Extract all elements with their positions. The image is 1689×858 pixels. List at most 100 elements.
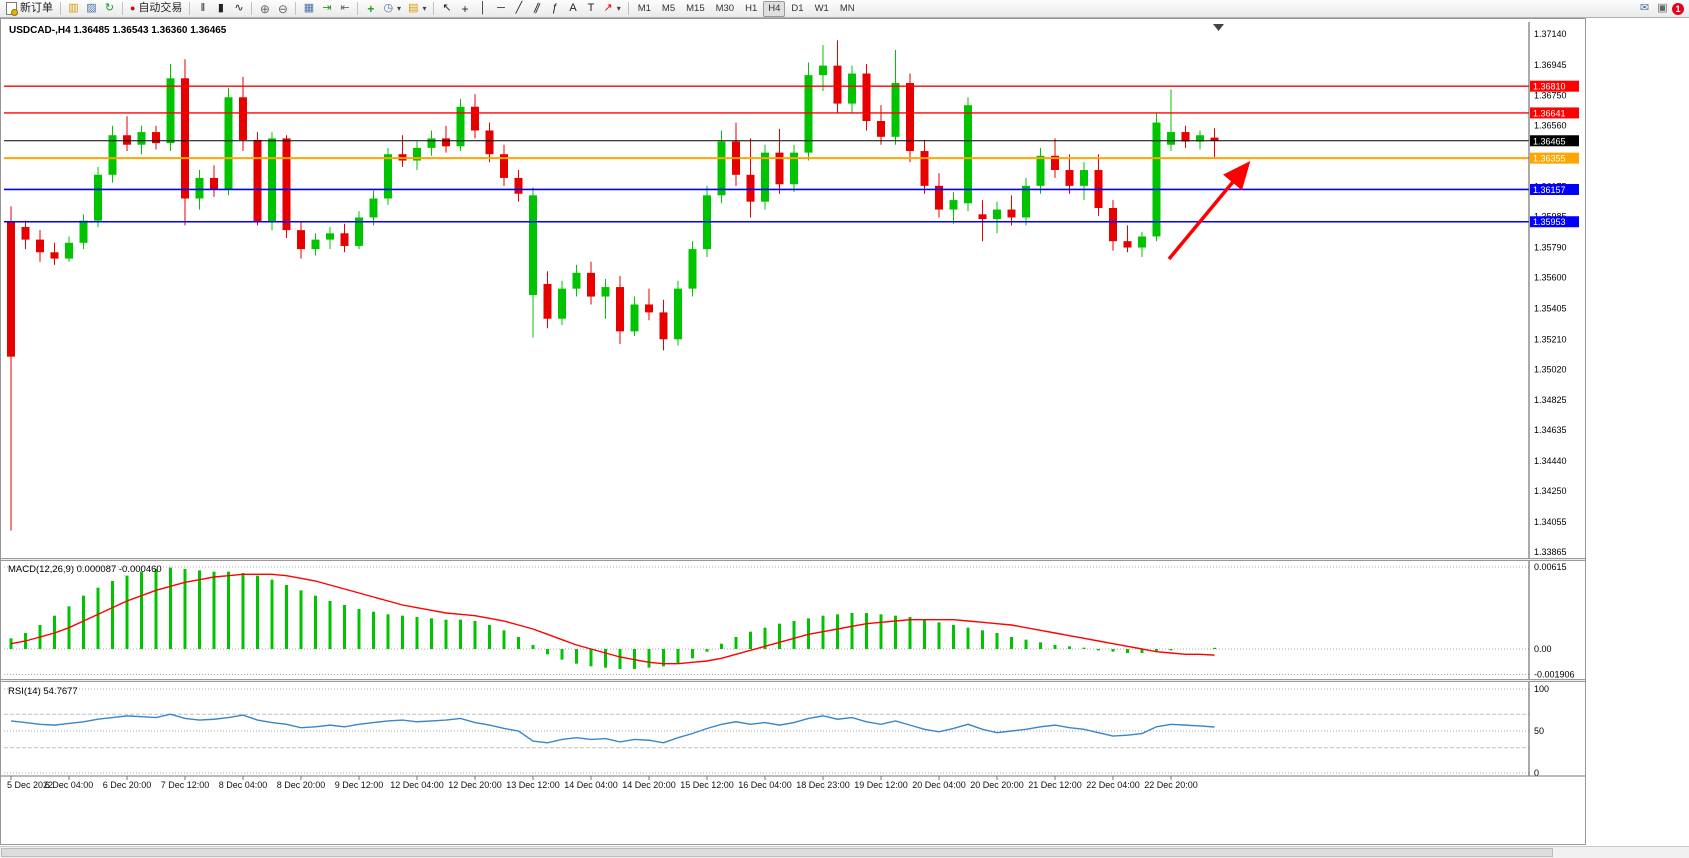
arrows-tool-button[interactable]: ↗ ▾ — [600, 1, 623, 17]
tile-windows-button[interactable]: ▦ — [300, 1, 317, 17]
trendline-button[interactable]: ╱ — [510, 1, 527, 17]
pane-dividers[interactable] — [1, 558, 1585, 682]
candle-down — [543, 283, 552, 319]
timeframe-m30-button[interactable]: M30 — [711, 1, 739, 17]
print-button[interactable]: ▨ — [83, 1, 100, 17]
timeframe-m1-button[interactable]: M1 — [633, 1, 656, 17]
chart-shift-marker[interactable] — [1213, 24, 1224, 31]
mail-icon: ✉ — [1639, 2, 1650, 14]
pane-divider[interactable] — [1, 558, 1585, 561]
timeframe-h4-button[interactable]: H4 — [763, 0, 786, 17]
templates-button[interactable]: ▤ ▾ — [405, 1, 429, 17]
candlestick-icon: ▮ — [217, 2, 224, 14]
auto-trading-icon: ● — [130, 3, 136, 13]
candle-up — [964, 105, 972, 204]
zoom-out-button[interactable]: ⊖ — [274, 1, 291, 17]
candle-up — [384, 154, 392, 199]
refresh-button[interactable]: ↻ — [101, 1, 118, 17]
candle-up — [1196, 135, 1204, 142]
price-level-lines[interactable] — [4, 85, 1529, 223]
candle-down — [877, 120, 885, 137]
rsi-pane[interactable] — [4, 682, 1529, 776]
chart-shift-button[interactable]: ⇤ — [336, 1, 353, 17]
price-chart[interactable]: 1.371401.369451.367501.365601.363651.361… — [1, 19, 1585, 844]
candlestick-chart-button[interactable]: ▮ — [212, 1, 229, 17]
text-button[interactable]: A — [564, 1, 581, 17]
panel-button[interactable]: ▣ — [1654, 1, 1671, 17]
zoom-in-button[interactable]: ⊕ — [256, 1, 273, 17]
arrow-tool-icon: ↗ — [603, 2, 613, 14]
candle-up — [819, 65, 827, 76]
price-badge — [1530, 135, 1579, 147]
time-axis-label: 18 Dec 23:00 — [796, 780, 850, 790]
rsi-axis-label: 100 — [1534, 684, 1549, 694]
candle-up — [166, 78, 175, 144]
candle-down — [746, 174, 755, 202]
macd-pane[interactable] — [4, 561, 1529, 679]
timeframe-h1-button[interactable]: H1 — [740, 1, 762, 17]
auto-scroll-button[interactable]: ⇥ — [318, 1, 335, 17]
horizontal-scrollbar[interactable] — [0, 846, 1689, 858]
candle-up — [848, 73, 856, 104]
vertical-line-button[interactable]: │ — [474, 1, 491, 17]
candle-down — [659, 312, 668, 340]
candle-down — [775, 152, 784, 185]
candle-down — [152, 132, 160, 144]
channel-button[interactable]: ∥ — [528, 1, 545, 17]
candle-down — [1123, 241, 1132, 248]
price-badge-label: 1.36810 — [1533, 82, 1566, 92]
time-axis-label: 12 Dec 20:00 — [448, 780, 502, 790]
line-chart-button[interactable]: ∿ — [230, 1, 247, 17]
candle-down — [1210, 137, 1219, 141]
notification-badge[interactable]: 1 — [1672, 2, 1684, 15]
periods-button[interactable]: ◷ ▾ — [380, 1, 404, 17]
price-badge-label: 1.36157 — [1533, 185, 1566, 195]
price-badge — [1530, 216, 1579, 228]
cursor-button[interactable]: ↖ — [438, 1, 455, 17]
timeframe-m5-button[interactable]: M5 — [657, 1, 680, 17]
text-label-button[interactable]: T — [582, 1, 599, 17]
zoom-in-icon: ⊕ — [259, 1, 270, 16]
price-axis-label: 1.33865 — [1534, 547, 1567, 557]
price-axis-label: 1.36945 — [1534, 60, 1567, 70]
toolbar-separator — [433, 2, 435, 15]
toolbar-separator — [122, 2, 123, 15]
horizontal-line-button[interactable]: ─ — [492, 1, 509, 17]
timeframe-d1-button[interactable]: D1 — [786, 1, 808, 17]
candle-up — [326, 233, 334, 240]
timeframe-mn-button[interactable]: MN — [835, 1, 860, 17]
candle-up — [137, 132, 146, 145]
auto-trading-button[interactable]: ● 自动交易 — [127, 1, 185, 17]
trend-arrow[interactable] — [1167, 160, 1251, 261]
chart-panes[interactable] — [4, 22, 1529, 776]
bar-chart-button[interactable]: ‖ — [194, 1, 211, 17]
candle-up — [79, 220, 88, 243]
price-axis-label: 1.34440 — [1534, 456, 1567, 466]
candle-down — [442, 138, 450, 147]
chart-window[interactable]: 1.371401.369451.367501.365601.363651.361… — [0, 18, 1586, 845]
macd-signal-line — [10, 573, 1215, 665]
timeframe-w1-button[interactable]: W1 — [810, 1, 834, 17]
candle-up — [529, 195, 537, 295]
indicators-button[interactable]: + — [362, 1, 379, 17]
toolbar-separator — [295, 2, 297, 15]
rsi-indicator — [10, 713, 1215, 744]
timeframe-m15-button[interactable]: M15 — [681, 1, 709, 17]
channel-icon: ∥ — [532, 1, 543, 15]
candle-up — [949, 200, 958, 210]
pane-divider[interactable] — [1, 679, 1585, 682]
annotations[interactable] — [1167, 24, 1251, 261]
clock-icon: ◷ — [383, 2, 394, 14]
new-chart-button[interactable]: ▥ — [65, 1, 82, 17]
rsi-axis-label: 0 — [1534, 768, 1539, 778]
new-order-label: 新订单 — [20, 2, 53, 14]
candle-up — [1036, 155, 1045, 186]
mail-button[interactable]: ✉ — [1636, 1, 1653, 17]
crosshair-button[interactable]: + — [456, 1, 473, 17]
new-order-icon — [6, 2, 18, 16]
fibonacci-button[interactable]: ƒ — [546, 1, 563, 17]
rsi-line — [10, 713, 1215, 744]
new-order-button[interactable]: 新订单 — [3, 1, 56, 17]
main-plot-area[interactable] — [4, 22, 1529, 558]
scrollbar-thumb[interactable] — [1, 848, 1553, 857]
